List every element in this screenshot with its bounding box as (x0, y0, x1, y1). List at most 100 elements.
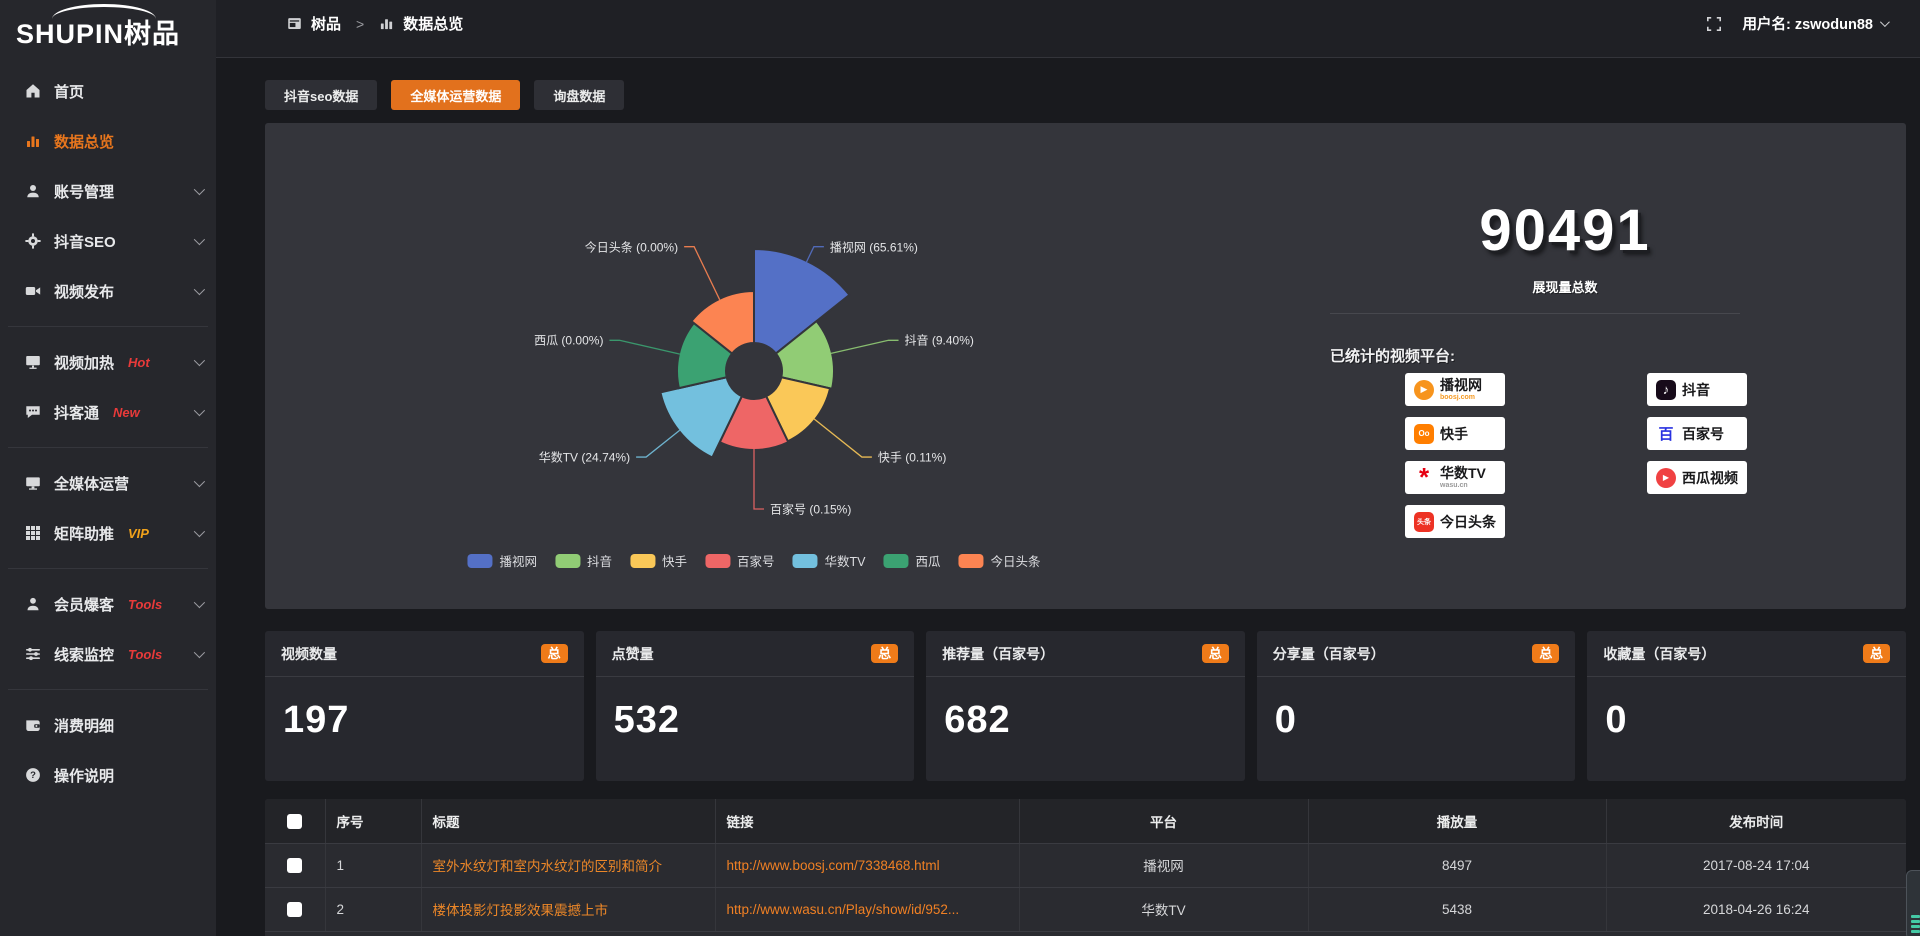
breadcrumb-item[interactable]: 数据总览 (379, 13, 463, 34)
legend-item-百家号[interactable]: 百家号 (705, 551, 775, 570)
sidebar-item-2[interactable]: 数据总览 (0, 116, 216, 166)
sidebar-item-3[interactable]: 账号管理 (0, 166, 216, 216)
gear-icon (25, 233, 41, 249)
user-menu[interactable]: 用户名: zswodun88 (1742, 13, 1890, 34)
breadcrumb-label: 数据总览 (403, 16, 464, 33)
video-title-link[interactable]: 楼体投影灯投影效果震撼上市 (421, 887, 716, 932)
pie-label-line (609, 339, 681, 355)
member-icon (25, 596, 41, 612)
legend-item-抖音[interactable]: 抖音 (554, 551, 612, 570)
total-badge[interactable]: 总 (871, 644, 899, 663)
platform-badge-播视网[interactable]: ▶ 播视网 boosj.com (1405, 373, 1505, 406)
stat-card-title: 分享量（百家号） (1272, 645, 1385, 662)
legend-item-快手[interactable]: 快手 (629, 551, 687, 570)
toutiao-icon: 头条 (1414, 511, 1434, 532)
stat-card-4: 分享量（百家号） 总 0 (1256, 631, 1576, 781)
legend-item-播视网[interactable]: 播视网 (467, 551, 537, 570)
breadcrumb-item[interactable]: 树品 (287, 13, 341, 34)
videos-table-panel: 序号 标题 链接 平台 播放量 发布时间 1 室外水纹灯和室内水纹灯的区别和简介 http:/… (265, 799, 1906, 936)
sidebar-item-11[interactable]: 线索监控 Tools (0, 629, 216, 679)
sidebar-item-13[interactable]: ? 操作说明 (0, 750, 216, 800)
pie-slice-播视网[interactable] (753, 247, 851, 355)
sidebar-item-badge: Tools (128, 646, 163, 662)
pie-label-line (830, 339, 899, 355)
publish-time-cell: 2018-04-26 16:24 (1606, 887, 1906, 932)
platform-badge-抖音[interactable]: ♪ 抖音 (1647, 373, 1747, 406)
floating-widget[interactable] (1906, 870, 1920, 936)
select-all-checkbox[interactable] (287, 813, 303, 829)
sidebar-item-10[interactable]: 会员爆客 Tools (0, 579, 216, 629)
row-checkbox[interactable] (287, 857, 303, 873)
platform-badge-text: 华数TV wasu.cn (1440, 466, 1486, 489)
plays-cell: 5438 (1308, 887, 1607, 932)
legend-item-西瓜[interactable]: 西瓜 (883, 551, 941, 570)
sidebar-item-9[interactable]: 矩阵助推 VIP (0, 508, 216, 558)
video-url-link[interactable]: http://www.wasu.cn/Play/show/id/952... (715, 887, 1020, 932)
sidebar-divider (8, 447, 208, 448)
tab-1[interactable]: 抖音seo数据 (265, 80, 378, 110)
sidebar-item-badge: Hot (128, 354, 150, 370)
pie-label-华数TV: 华数TV (24.74%) (538, 450, 631, 465)
pie-slice-华数TV[interactable] (659, 376, 744, 459)
column-header-3: 链接 (715, 799, 1020, 844)
legend-swatch (883, 553, 909, 568)
sidebar: SHUPIN树品 首页 数据总览 账号管理 抖音SEO 视频发布 视频加热 Hot 抖客通 Ne… (0, 0, 216, 936)
pie-slice-快手[interactable] (764, 376, 832, 443)
stat-card-value: 0 (1605, 699, 1628, 741)
video-url-link[interactable]: http://www.boosj.com/7338468.html (715, 843, 1020, 888)
platform-badge-快手[interactable]: Oo 快手 (1405, 417, 1505, 450)
total-badge[interactable]: 总 (1862, 644, 1890, 663)
row-number: 2 (325, 887, 422, 932)
baijiahao-icon: 百 (1658, 426, 1674, 443)
sidebar-item-label: 抖客通 (54, 404, 100, 422)
platform-badge-华数TV[interactable]: * 华数TV wasu.cn (1405, 461, 1505, 494)
video-title-link[interactable]: 室外水纹灯和室内水纹灯的区别和简介 (421, 843, 716, 888)
pie-slice-今日头条[interactable] (690, 289, 755, 355)
chat-icon (25, 404, 41, 420)
boosj-icon: ▶ (1414, 379, 1434, 400)
platform-badge-label: 今日头条 (1440, 513, 1496, 530)
sidebar-item-1[interactable]: 首页 (0, 66, 216, 116)
sidebar-item-label: 首页 (54, 83, 85, 101)
pie-label-line (813, 418, 872, 458)
row-checkbox-cell (265, 887, 326, 932)
row-checkbox[interactable] (287, 901, 303, 917)
pie-slice-百家号[interactable] (718, 394, 790, 451)
videos-table: 序号 标题 链接 平台 播放量 发布时间 1 室外水纹灯和室内水纹灯的区别和简介 http:/… (265, 799, 1906, 932)
legend-item-华数TV[interactable]: 华数TV (792, 551, 866, 570)
platform-badge-百家号[interactable]: 百百家号 (1647, 417, 1747, 450)
platform-badge-text: 西瓜视频 (1682, 471, 1738, 485)
platform-badge-西瓜视频[interactable]: ▶ 西瓜视频 (1647, 461, 1747, 494)
sidebar-item-label: 操作说明 (54, 767, 115, 785)
fullscreen-icon[interactable] (1706, 16, 1722, 32)
legend-item-今日头条[interactable]: 今日头条 (958, 551, 1041, 570)
platform-badge-text: 今日头条 (1440, 515, 1496, 529)
sidebar-item-5[interactable]: 视频发布 (0, 266, 216, 316)
logo-arc-decoration (52, 4, 156, 34)
sidebar-item-label: 矩阵助推 (54, 525, 115, 543)
sidebar-item-7[interactable]: 抖客通 New (0, 387, 216, 437)
sidebar-item-8[interactable]: 全媒体运营 (0, 458, 216, 508)
total-badge[interactable]: 总 (540, 644, 568, 663)
sidebar-item-label: 抖音SEO (54, 233, 116, 251)
legend-label: 播视网 (499, 555, 537, 569)
sidebar-item-4[interactable]: 抖音SEO (0, 216, 216, 266)
wasu-icon: * (1418, 462, 1430, 492)
total-badge[interactable]: 总 (1201, 644, 1229, 663)
sidebar-item-12[interactable]: 消费明细 (0, 700, 216, 750)
platform-badge-今日头条[interactable]: 头条 今日头条 (1405, 505, 1505, 538)
platform-badge-sublabel: boosj.com (1440, 394, 1476, 401)
home-icon (25, 83, 41, 99)
column-header-2: 标题 (421, 799, 716, 844)
pie-label-line (636, 429, 681, 458)
stat-card-title: 点赞量 (611, 645, 654, 662)
total-badge[interactable]: 总 (1532, 644, 1560, 663)
pie-slice-西瓜[interactable] (676, 321, 734, 390)
tab-2[interactable]: 全媒体运营数据 (391, 80, 521, 110)
sidebar-item-badge: VIP (128, 525, 149, 541)
chevron-down-icon (193, 475, 206, 488)
pie-label-抖音: 抖音 (9.40%) (904, 333, 974, 348)
pie-slice-抖音[interactable] (774, 319, 835, 390)
tab-3[interactable]: 询盘数据 (534, 80, 625, 110)
sidebar-item-6[interactable]: 视频加热 Hot (0, 337, 216, 387)
